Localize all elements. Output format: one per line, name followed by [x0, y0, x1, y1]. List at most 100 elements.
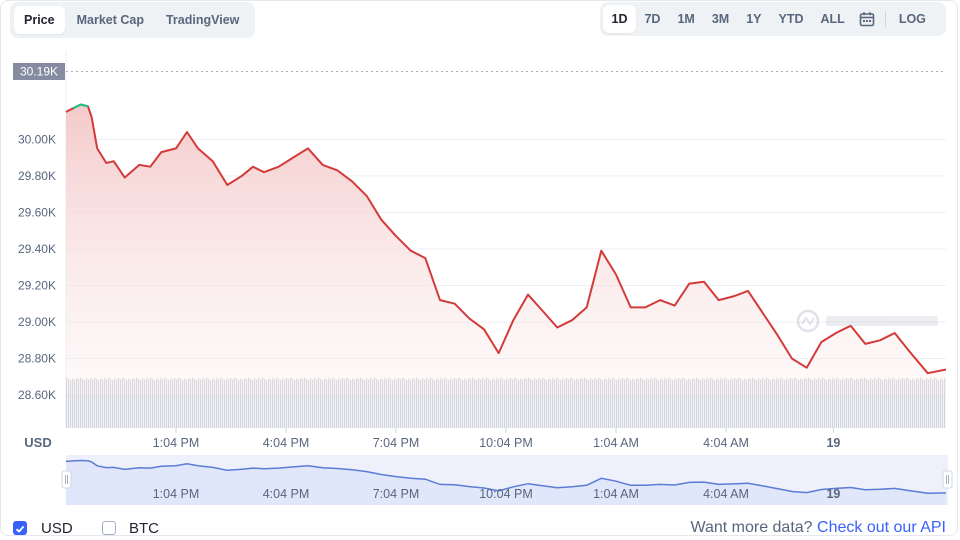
volume-bar	[692, 378, 694, 428]
range-tab-1y[interactable]: 1Y	[746, 12, 762, 26]
range-tab-7d[interactable]: 7D	[644, 12, 661, 26]
volume-bar	[636, 378, 638, 428]
volume-bar	[180, 378, 182, 428]
volume-bar	[716, 378, 718, 428]
range-tab-1m[interactable]: 1M	[677, 12, 695, 26]
navigator-tick-label: 4:04 AM	[703, 487, 749, 501]
volume-bar	[842, 378, 844, 428]
api-link[interactable]: Check out our API	[817, 519, 946, 536]
tab-market-cap[interactable]: Market Cap	[76, 13, 144, 27]
calendar-icon-glyph	[860, 12, 875, 27]
tab-price[interactable]: Price	[14, 6, 65, 34]
volume-bar	[760, 379, 762, 428]
tab-tradingview[interactable]: TradingView	[165, 13, 240, 27]
volume-bar	[410, 379, 412, 428]
volume-bar	[690, 379, 692, 428]
range-tab-1d[interactable]: 1D	[603, 5, 636, 33]
volume-bar	[926, 378, 928, 428]
volume-bar	[820, 379, 822, 428]
volume-bar	[844, 379, 846, 428]
volume-bar	[408, 378, 410, 428]
volume-bar	[400, 379, 402, 428]
navigator-handle-left[interactable]	[61, 470, 72, 489]
volume-bar	[574, 380, 576, 428]
volume-bar	[506, 378, 508, 428]
volume-bar	[244, 378, 246, 428]
volume-bar	[74, 379, 76, 428]
range-navigator[interactable]: 1:04 PM 4:04 PM 7:04 PM 10:04 PM 1:04 AM 4:04…	[61, 455, 953, 505]
volume-bar	[456, 379, 458, 428]
volume-bar	[648, 379, 650, 428]
volume-bar	[374, 377, 376, 428]
volume-bar	[158, 379, 160, 428]
volume-bar	[426, 378, 428, 428]
volume-bar	[864, 377, 866, 428]
volume-bar	[268, 378, 270, 428]
volume-bar	[242, 379, 244, 428]
volume-bar	[184, 378, 186, 428]
volume-bar	[144, 379, 146, 428]
volume-bar	[288, 379, 290, 428]
volume-bar	[748, 378, 750, 428]
navigator-axis-labels: 1:04 PM 4:04 PM 7:04 PM 10:04 PM 1:04 AM 4:04…	[153, 487, 841, 501]
volume-bar	[944, 378, 946, 428]
volume-bar	[712, 378, 714, 428]
volume-bar	[936, 378, 938, 428]
volume-bar	[404, 378, 406, 428]
volume-bar	[700, 380, 702, 428]
volume-bar	[418, 378, 420, 428]
volume-bar	[70, 380, 72, 428]
volume-bar	[814, 378, 816, 428]
y-tick-label: 29.60K	[18, 205, 56, 219]
volume-bar	[168, 380, 170, 428]
volume-bar	[714, 380, 716, 428]
volume-bar	[618, 378, 620, 428]
svg-text:30.19K: 30.19K	[20, 65, 58, 79]
volume-bar	[322, 380, 324, 428]
usd-checkbox-label: USD	[41, 520, 73, 537]
volume-bar	[722, 379, 724, 428]
volume-bar	[580, 378, 582, 428]
volume-bar	[388, 377, 390, 428]
volume-bar	[626, 377, 628, 428]
volume-bar	[758, 378, 760, 428]
volume-bar	[600, 378, 602, 428]
volume-bar	[610, 379, 612, 428]
volume-bar	[520, 378, 522, 428]
volume-bar	[232, 379, 234, 428]
volume-bar	[738, 377, 740, 428]
navigator-handle-right[interactable]	[942, 470, 953, 489]
volume-bar	[396, 379, 398, 428]
volume-bar	[808, 377, 810, 428]
volume-bar	[292, 378, 294, 428]
volume-bar	[678, 378, 680, 428]
volume-bar	[300, 378, 302, 428]
volume-bar	[778, 379, 780, 428]
volume-bar	[854, 380, 856, 428]
volume-bar	[126, 380, 128, 428]
range-tab-3m[interactable]: 3M	[711, 12, 730, 26]
range-tab-ytd[interactable]: YTD	[778, 12, 804, 26]
volume-bar	[274, 379, 276, 428]
volume-bar	[120, 379, 122, 428]
volume-bar	[848, 379, 850, 428]
btc-checkbox[interactable]	[102, 521, 116, 535]
log-scale-toggle[interactable]: LOG	[898, 12, 926, 26]
volume-bar	[466, 379, 468, 428]
volume-bar	[486, 377, 488, 428]
volume-bar	[430, 377, 432, 428]
volume-bar	[488, 378, 490, 428]
range-tab-all[interactable]: ALL	[820, 12, 845, 26]
volume-bar	[774, 379, 776, 428]
range-divider	[885, 11, 887, 27]
calendar-icon[interactable]	[853, 5, 881, 33]
usd-checkbox[interactable]	[13, 521, 27, 535]
volume-bars	[66, 377, 946, 428]
volume-bar	[930, 378, 932, 428]
volume-bar	[198, 378, 200, 428]
volume-bar	[402, 377, 404, 428]
volume-bar	[732, 379, 734, 428]
volume-bar	[688, 378, 690, 428]
volume-bar	[372, 379, 374, 428]
volume-bar	[172, 379, 174, 428]
